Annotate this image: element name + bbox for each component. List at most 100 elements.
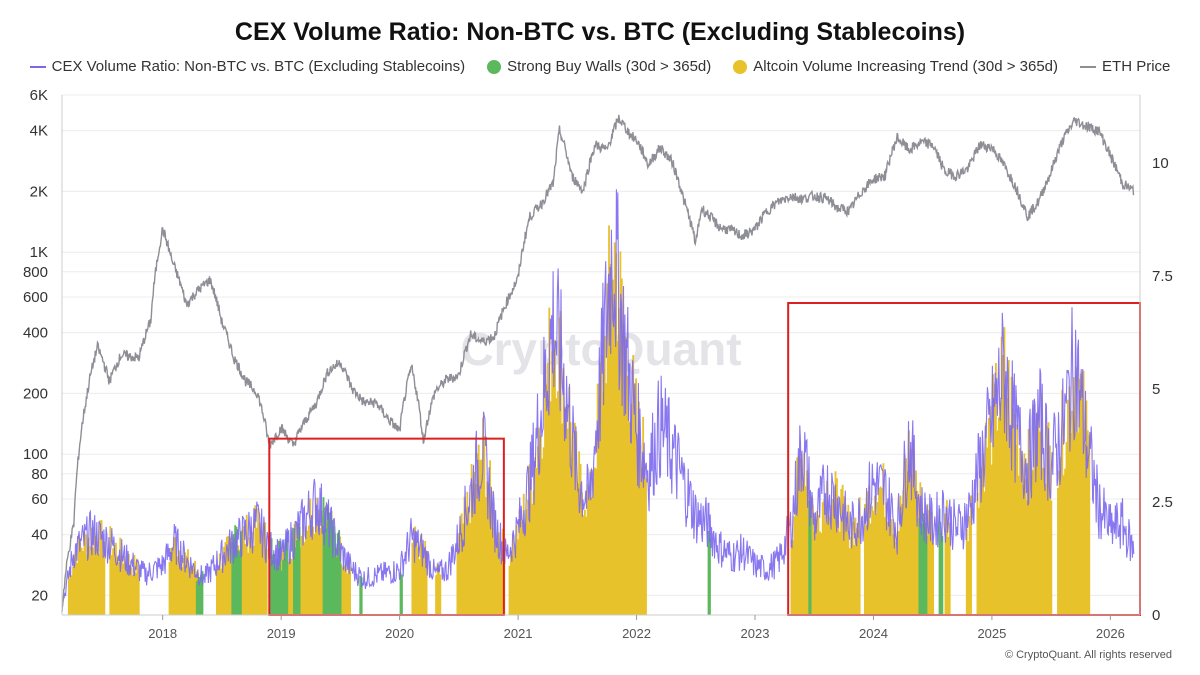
- altcoin-trend-bar-14: [1061, 389, 1064, 615]
- y-left-tick-label: 4K: [30, 123, 48, 140]
- chart-legend: CEX Volume Ratio: Non-BTC vs. BTC (Exclu…: [0, 58, 1200, 75]
- altcoin-trend-bar-8: [565, 406, 568, 615]
- buy-wall-bar-1: [239, 531, 242, 615]
- altcoin-trend-bar-9: [857, 529, 860, 615]
- altcoin-trend-bar-0: [75, 550, 77, 615]
- altcoin-trend-bar-8: [529, 479, 532, 615]
- altcoin-trend-bar-5: [422, 551, 425, 615]
- altcoin-trend-bar-13: [977, 507, 980, 615]
- altcoin-trend-bar-7: [490, 490, 493, 615]
- altcoin-trend-bar-13: [986, 447, 989, 615]
- altcoin-trend-bar-0: [90, 527, 93, 615]
- copyright-notice: © CryptoQuant. All rights reserved: [1004, 649, 1172, 661]
- altcoin-trend-bar-9: [817, 514, 820, 615]
- y-left-tick-label: 60: [31, 491, 48, 508]
- legend-item-altcoin-volume-trend[interactable]: Altcoin Volume Increasing Trend (30d > 3…: [733, 58, 1058, 75]
- altcoin-trend-bar-3: [255, 527, 258, 615]
- altcoin-trend-bar-1: [116, 557, 119, 615]
- buy-wall-bar-1: [234, 525, 237, 615]
- altcoin-trend-bar-9: [831, 498, 834, 615]
- altcoin-trend-bar-8: [514, 548, 517, 615]
- altcoin-trend-bar-1: [117, 561, 120, 615]
- legend-item-eth-price[interactable]: ETH Price: [1080, 58, 1170, 75]
- legend-item-volume-ratio[interactable]: CEX Volume Ratio: Non-BTC vs. BTC (Exclu…: [29, 58, 465, 75]
- altcoin-trend-bar-7: [494, 540, 497, 615]
- altcoin-trend-bar-8: [588, 495, 591, 615]
- altcoin-trend-bar-8: [545, 384, 548, 615]
- altcoin-trend-bar-4: [289, 558, 292, 615]
- altcoin-trend-bar-14: [1079, 373, 1082, 615]
- altcoin-trend-bar-14: [1064, 468, 1067, 615]
- altcoin-trend-bar-4: [302, 524, 305, 615]
- buy-wall-bar-4: [331, 520, 333, 615]
- buy-wall-bar-9: [925, 535, 928, 615]
- altcoin-trend-bar-2: [194, 560, 197, 615]
- altcoin-trend-bar-14: [1065, 442, 1068, 615]
- altcoin-trend-bar-4: [307, 525, 310, 615]
- altcoin-trend-bar-8: [635, 378, 637, 615]
- altcoin-trend-bar-0: [100, 520, 103, 615]
- altcoin-trend-bar-1: [126, 569, 129, 615]
- buy-wall-bar-4: [329, 512, 332, 615]
- altcoin-trend-bar-14: [1068, 386, 1071, 615]
- altcoin-trend-bar-4: [300, 535, 303, 615]
- altcoin-trend-bar-14: [1078, 378, 1081, 615]
- altcoin-trend-bar-9: [813, 531, 816, 615]
- altcoin-trend-bar-13: [976, 492, 979, 615]
- altcoin-trend-bar-5: [421, 544, 424, 615]
- altcoin-trend-bar-10: [889, 525, 892, 615]
- altcoin-trend-bar-13: [1033, 404, 1036, 615]
- altcoin-trend-bar-2: [171, 551, 174, 615]
- altcoin-trend-bar-8: [527, 499, 529, 615]
- altcoin-trend-bar-14: [1075, 367, 1078, 615]
- altcoin-trend-bar-3: [250, 526, 252, 615]
- altcoin-trend-bar-10: [913, 487, 916, 615]
- y-right-tick-label: 2.5: [1152, 494, 1173, 511]
- altcoin-trend-bar-13: [1006, 398, 1009, 615]
- altcoin-trend-bar-8: [508, 565, 511, 615]
- buy-wall-bar-1: [237, 550, 239, 615]
- altcoin-trend-bar-2: [175, 557, 178, 615]
- buy-wall-bar-4: [325, 528, 328, 615]
- bar-bands: [67, 225, 1091, 616]
- altcoin-trend-bar-10: [932, 542, 935, 615]
- altcoin-trend-bar-7: [472, 483, 474, 615]
- buy-wall-bar-4: [332, 526, 335, 615]
- altcoin-trend-bar-0: [103, 541, 106, 615]
- altcoin-trend-bar-7: [483, 435, 486, 615]
- altcoin-trend-bar-13: [995, 362, 997, 615]
- altcoin-trend-bar-10: [893, 527, 896, 615]
- buy-wall-bar-2: [280, 570, 283, 615]
- altcoin-trend-bar-13: [1012, 407, 1014, 615]
- altcoin-trend-bar-5: [425, 550, 428, 615]
- altcoin-trend-bar-3: [220, 568, 223, 615]
- altcoin-trend-bar-1: [137, 569, 140, 615]
- altcoin-trend-bar-8: [559, 310, 562, 615]
- buy-wall-bar-5: [359, 575, 362, 615]
- buy-wall-bar-2: [284, 539, 287, 615]
- altcoin-trend-bar-8: [552, 367, 555, 615]
- altcoin-trend-bar-2: [174, 537, 177, 615]
- altcoin-trend-bar-0: [97, 554, 100, 615]
- altcoin-trend-bar-13: [1027, 428, 1030, 615]
- altcoin-trend-bar-5: [414, 526, 417, 615]
- altcoin-trend-bar-8: [521, 521, 524, 615]
- altcoin-trend-bar-1: [119, 537, 122, 615]
- altcoin-trend-bar-7: [479, 460, 482, 615]
- altcoin-trend-bar-4: [313, 533, 316, 615]
- altcoin-trend-bar-2: [179, 564, 182, 615]
- altcoin-trend-bar-13: [1049, 445, 1051, 615]
- altcoin-trend-bar-2: [184, 552, 187, 615]
- altcoin-trend-bar-8: [595, 468, 598, 615]
- altcoin-trend-bar-0: [93, 532, 96, 615]
- buy-wall-bar-9: [922, 513, 925, 615]
- altcoin-trend-bar-9: [803, 452, 806, 615]
- altcoin-trend-bar-1: [134, 573, 137, 615]
- legend-item-strong-buy-walls[interactable]: Strong Buy Walls (30d > 365d): [487, 58, 711, 75]
- x-tick-label: 2024: [859, 626, 888, 641]
- altcoin-trend-bar-8: [645, 478, 647, 615]
- altcoin-trend-bar-8: [610, 294, 613, 615]
- buy-wall-bar-0: [198, 576, 201, 615]
- altcoin-trend-bar-10: [895, 541, 898, 615]
